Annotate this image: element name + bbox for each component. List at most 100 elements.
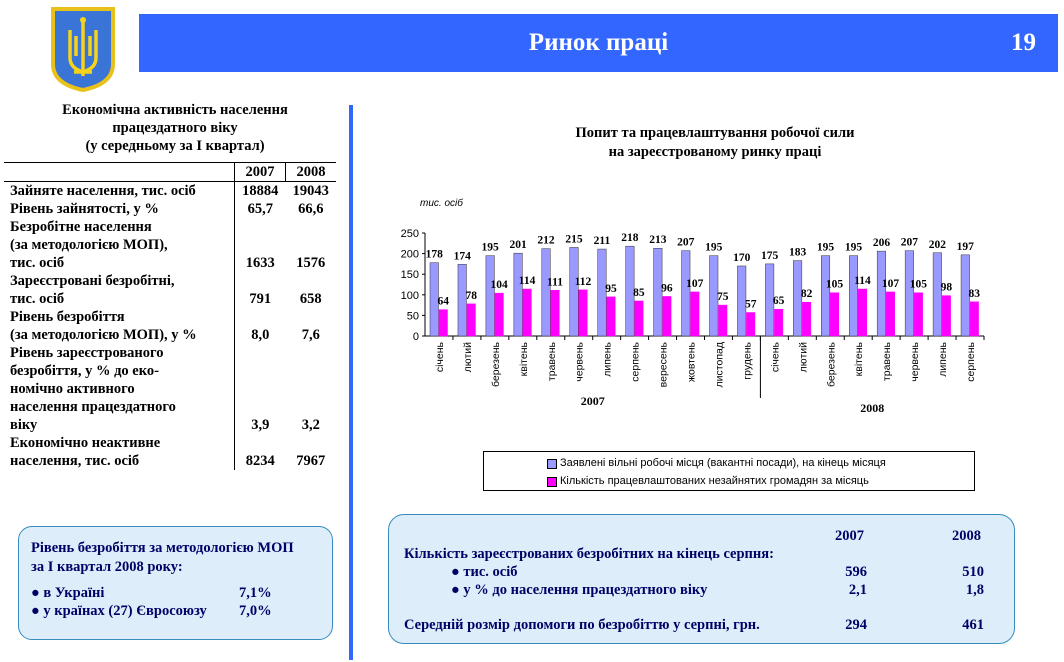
bar-employed	[969, 301, 979, 337]
y-tick-label: 200	[401, 249, 419, 261]
row-label: Рівень зареєстрованого безробіття, у % до…	[10, 345, 176, 433]
x-tick-label: серпень	[630, 341, 642, 381]
value-2007: 8,0	[234, 308, 286, 344]
bar-vacancies	[932, 252, 942, 337]
y-tick-label: 150	[401, 269, 419, 281]
value-2008: 658	[299, 291, 322, 307]
row-label: Середній розмір допомоги по безробіттю у…	[404, 617, 760, 633]
row-value: 1,8	[965, 582, 984, 598]
labor-market-bar-chart: тис. осіб 0 50 100 150 200 250 2007 2008 178 64 січ…	[401, 197, 985, 415]
bar-employed	[802, 301, 812, 337]
year-header: 2007	[835, 528, 864, 544]
x-tick-label: січень	[434, 341, 446, 372]
y-tick-label: 100	[401, 290, 419, 302]
y-tick-label: 250	[401, 228, 419, 240]
ilo-unemployment-box: Рівень безробіття за методологією МОП за…	[18, 526, 333, 640]
table-row: Економічно неактивне населення, тис. осіб…	[4, 434, 336, 470]
data-label: 195	[845, 242, 863, 254]
x-tick-label: квітень	[518, 341, 530, 376]
data-label: 105	[910, 279, 928, 291]
data-label: 183	[789, 247, 807, 259]
value-2008: 3,2	[301, 417, 320, 433]
bar-vacancies	[485, 255, 495, 337]
data-label: 82	[801, 288, 813, 300]
bar-vacancies	[960, 254, 970, 337]
x-tick-label: лютий	[462, 342, 474, 372]
data-label: 206	[873, 237, 891, 249]
value-2007: 3,9	[234, 344, 286, 434]
bar-employed	[606, 296, 616, 337]
data-label: 107	[882, 278, 900, 290]
x-tick-label: вересень	[658, 341, 670, 387]
data-label: 107	[686, 278, 704, 290]
bar-vacancies	[457, 264, 467, 337]
data-label: 105	[826, 279, 844, 291]
row-label: Безробітне населення (за методологією МОП…	[10, 219, 168, 271]
data-label: 202	[929, 239, 947, 251]
data-label: 114	[854, 275, 871, 287]
table-row: Рівень безробіття (за методологією МОП), …	[4, 308, 336, 344]
group-label: 2008	[860, 401, 884, 415]
table-row: Зайняте населення, тис. осіб 18884 19043	[4, 181, 336, 200]
row-label: Зайняте населення, тис. осіб	[10, 183, 196, 199]
bar-employed	[578, 289, 588, 337]
data-label: 197	[957, 241, 975, 253]
bar-vacancies	[849, 255, 858, 337]
data-label: 83	[969, 288, 981, 300]
bar-employed	[438, 309, 448, 337]
data-label: 212	[537, 235, 555, 247]
data-label: 215	[565, 233, 583, 245]
data-label: 104	[491, 279, 509, 291]
data-label: 112	[575, 276, 592, 288]
row-label: Економічно неактивне населення, тис. осіб	[10, 435, 161, 469]
registered-unemployed-box: 2007 2008 Кількість зареєстрованих безро…	[388, 514, 1015, 644]
bar-vacancies	[737, 265, 747, 337]
bar-vacancies	[625, 245, 635, 337]
y-tick-label: 0	[413, 331, 419, 343]
table-row: Безробітне населення (за методологією МОП…	[4, 218, 336, 272]
row-label: Рівень зайнятості, у %	[10, 201, 159, 217]
value-2007: 18884	[234, 181, 286, 200]
value-2008: 1576	[296, 255, 326, 271]
list-item: ● в Україні 7,1%	[31, 585, 272, 601]
bar-employed	[718, 304, 728, 337]
row-value: 510	[962, 564, 984, 580]
value-2007: 791	[234, 272, 286, 308]
x-tick-label: лютий	[797, 342, 809, 372]
x-tick-label: квітень	[853, 341, 865, 376]
list-item: ● у країнах (27) Євросоюзу 7,0%	[31, 603, 272, 619]
x-tick-label: травень	[881, 341, 893, 381]
bar-employed	[466, 303, 476, 337]
year-header: 2008	[285, 162, 336, 182]
value-2007: 1633	[234, 218, 286, 272]
economic-activity-table: 2007 2008 Зайняте населення, тис. осіб 1888…	[4, 162, 336, 470]
row-value: 294	[845, 617, 867, 633]
row-value: 596	[845, 564, 867, 580]
page-title: Ринок праці	[528, 29, 669, 56]
data-label: 195	[482, 242, 500, 254]
x-tick-label: серпень	[965, 341, 977, 381]
data-label: 175	[761, 250, 779, 262]
bar-employed	[941, 295, 951, 337]
box-title: Рівень безробіття за методологією МОП за…	[31, 540, 294, 575]
bar-employed	[690, 291, 700, 337]
bar-vacancies	[569, 247, 579, 337]
table-header-row: 2007 2008	[4, 162, 336, 182]
bar-employed	[494, 292, 504, 337]
chart-legend: Заявлені вільні робочі місця (вакантні п…	[483, 451, 975, 491]
bar-vacancies	[765, 263, 775, 337]
data-label: 211	[594, 235, 611, 247]
year-header: 2008	[952, 528, 981, 544]
x-tick-label: липень	[937, 341, 949, 376]
data-label: 98	[941, 282, 953, 294]
bar-employed	[913, 292, 923, 337]
table-row: Рівень зареєстрованого безробіття, у % до…	[4, 344, 336, 434]
vertical-divider	[349, 105, 353, 660]
data-label: 95	[605, 283, 617, 295]
data-label: 207	[901, 237, 919, 249]
data-label: 195	[817, 242, 835, 254]
bar-vacancies	[904, 250, 914, 337]
row-label: Рівень безробіття (за методологією МОП), …	[10, 309, 197, 343]
bar-vacancies	[653, 247, 663, 337]
bar-vacancies	[821, 255, 831, 337]
